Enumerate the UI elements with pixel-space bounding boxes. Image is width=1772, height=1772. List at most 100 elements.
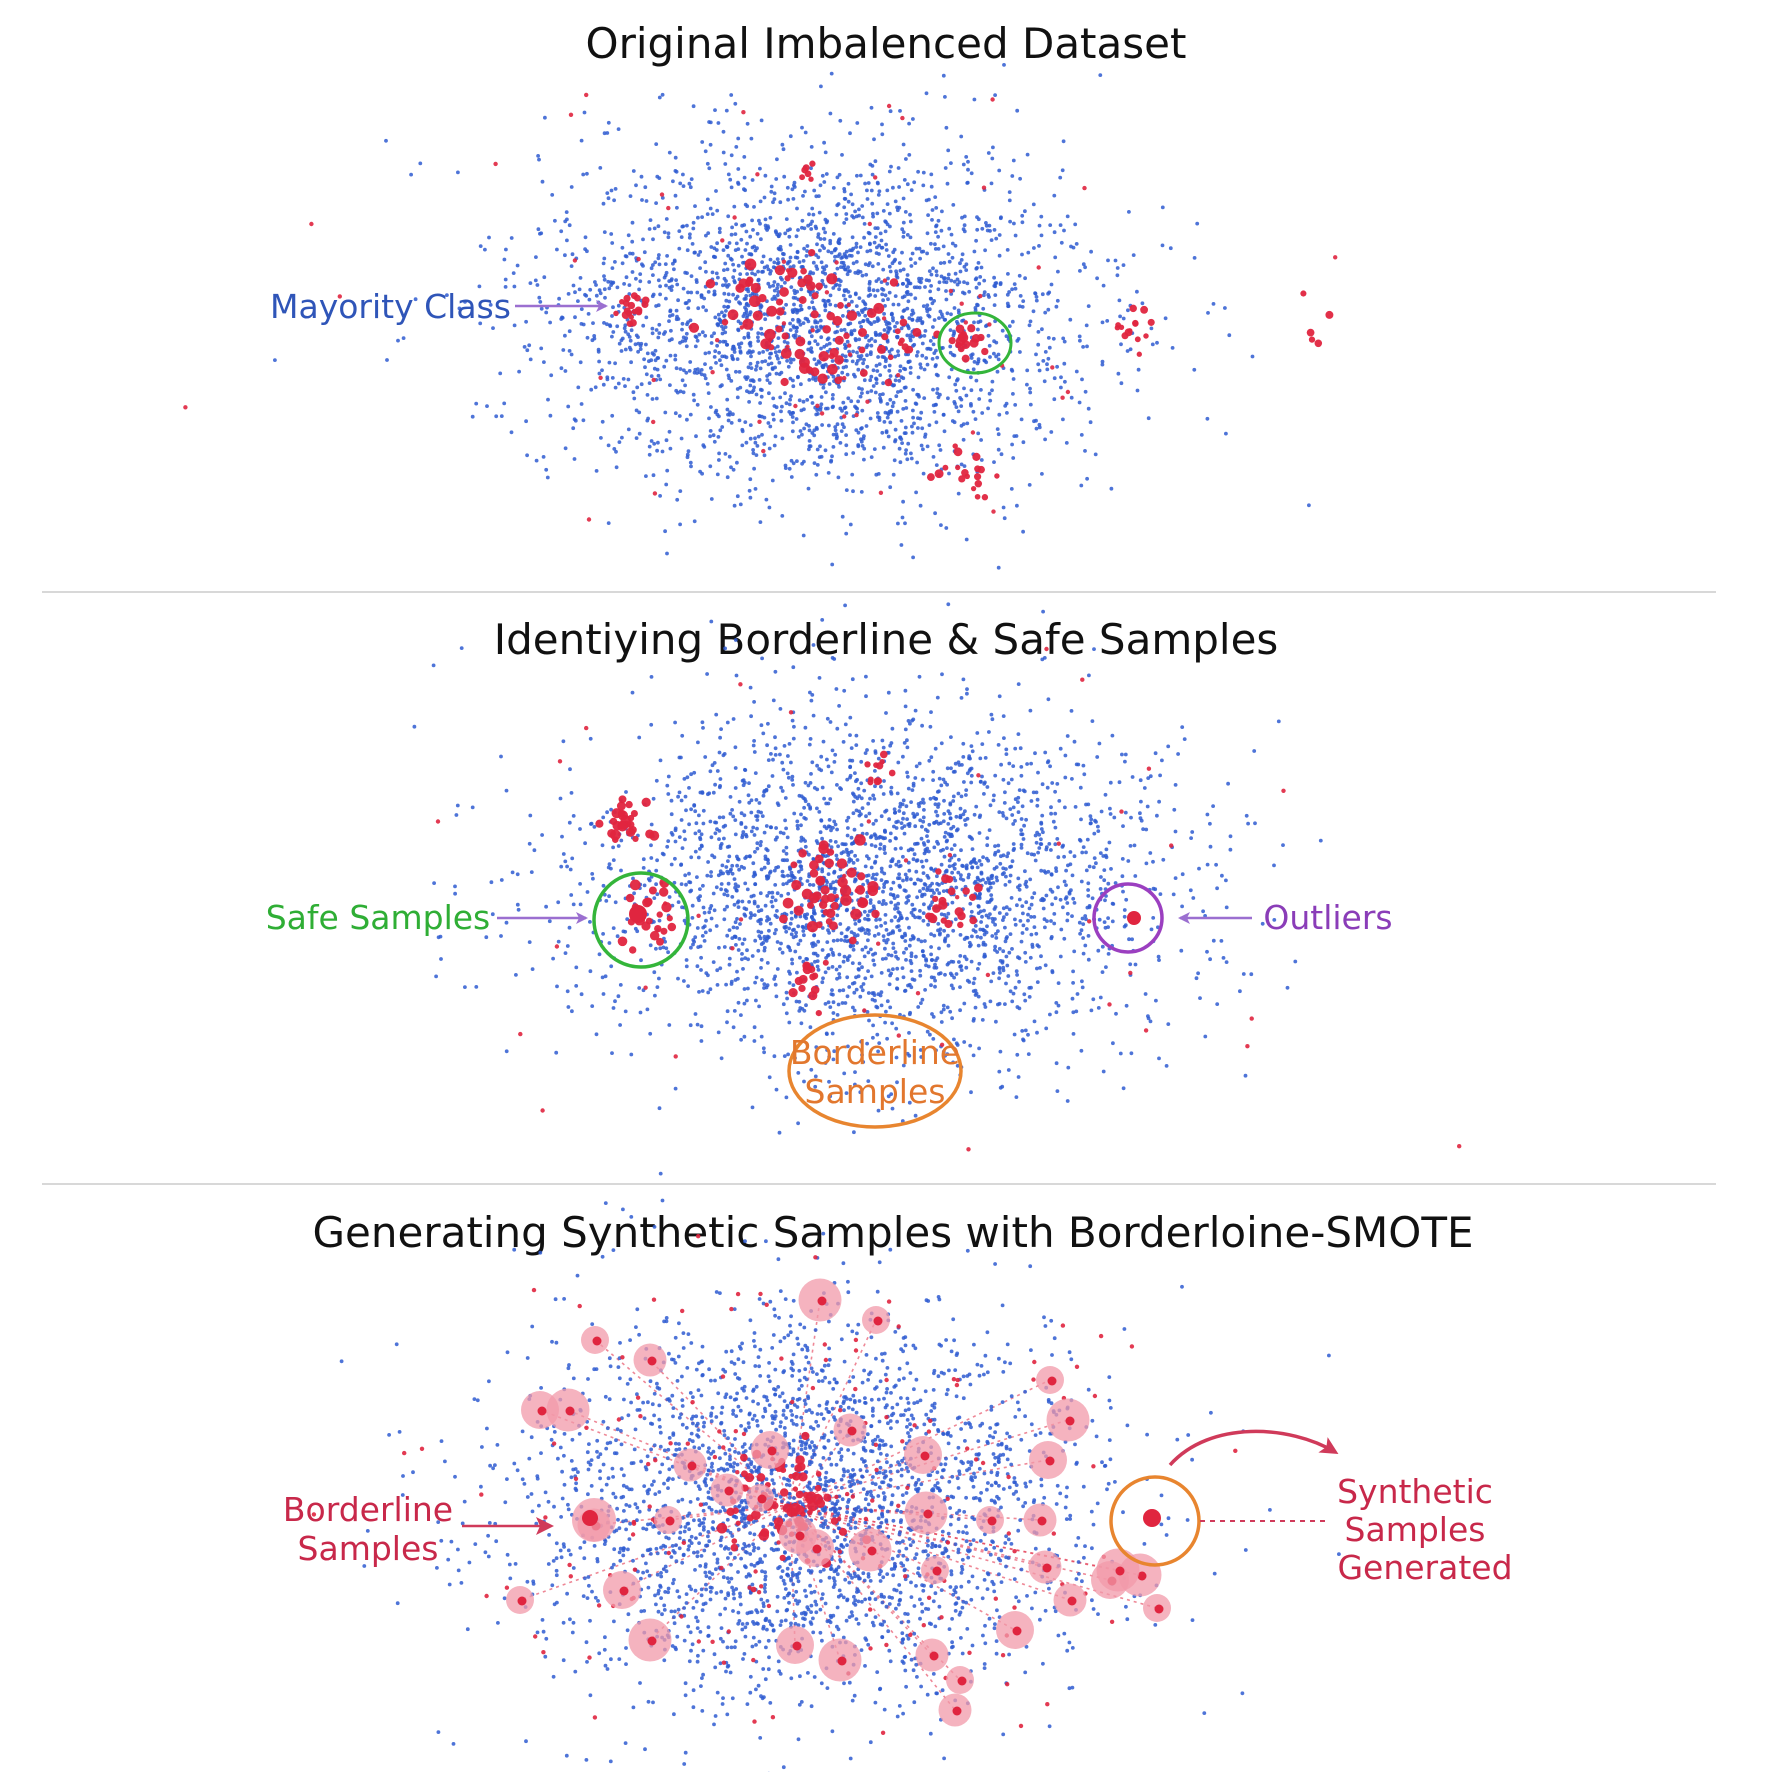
majority-point (1007, 198, 1012, 203)
majority-point (463, 300, 467, 304)
majority-point (767, 890, 772, 895)
majority-point (1006, 1068, 1011, 1072)
majority-point (627, 283, 632, 287)
majority-point (908, 721, 912, 726)
majority-point (688, 412, 693, 417)
majority-point (986, 333, 991, 338)
majority-point (791, 461, 796, 466)
majority-point (610, 266, 615, 270)
majority-point (950, 870, 954, 875)
minority-point (721, 318, 729, 326)
majority-point (785, 261, 790, 266)
majority-point (889, 785, 894, 790)
majority-point (801, 321, 806, 325)
majority-point (987, 391, 992, 396)
majority-point (805, 249, 809, 253)
majority-point (554, 1050, 559, 1055)
majority-point (628, 194, 633, 199)
majority-point (918, 818, 923, 823)
majority-point (721, 871, 725, 876)
majority-point (964, 268, 969, 272)
majority-point (561, 739, 566, 744)
majority-point (986, 406, 990, 411)
majority-point (611, 330, 616, 334)
majority-point (622, 282, 626, 286)
majority-point (794, 417, 799, 421)
majority-point (881, 792, 886, 796)
minority-point (881, 333, 889, 341)
majority-point (677, 790, 682, 795)
majority-point (1071, 896, 1076, 901)
majority-point (914, 954, 918, 959)
majority-point (610, 241, 615, 245)
majority-point (737, 937, 742, 941)
majority-point (948, 1009, 953, 1014)
majority-point (775, 344, 780, 349)
majority-point (563, 951, 568, 955)
majority-point (1026, 250, 1031, 255)
majority-point (869, 337, 874, 341)
majority-point (755, 360, 760, 365)
majority-point (921, 447, 925, 452)
majority-point (1141, 827, 1145, 831)
majority-point (698, 944, 703, 949)
majority-point (860, 408, 865, 413)
majority-point (758, 891, 763, 896)
majority-point (645, 1007, 650, 1012)
majority-point (623, 323, 628, 328)
majority-point (1208, 844, 1213, 849)
majority-point (922, 954, 926, 958)
majority-point (880, 132, 885, 137)
majority-point (675, 497, 680, 502)
majority-point (509, 430, 514, 435)
majority-point (1053, 255, 1058, 260)
majority-point (588, 287, 593, 292)
majority-point (1053, 842, 1058, 847)
majority-point (735, 969, 739, 974)
majority-point (745, 389, 749, 393)
majority-point (1029, 932, 1034, 937)
minority-point (666, 205, 671, 211)
majority-point (896, 521, 900, 526)
majority-point (769, 184, 774, 189)
majority-point (610, 413, 615, 418)
majority-point (685, 223, 689, 228)
majority-point (917, 246, 922, 251)
majority-point (788, 357, 793, 362)
majority-point (840, 153, 844, 157)
majority-point (559, 366, 564, 371)
majority-point (1083, 914, 1088, 918)
majority-point (644, 315, 649, 320)
majority-point (1194, 976, 1199, 981)
majority-point (885, 339, 890, 344)
majority-point (686, 449, 691, 454)
majority-point (821, 226, 826, 231)
majority-point (432, 881, 436, 885)
majority-point (711, 790, 716, 795)
minority-point (878, 490, 884, 495)
majority-point (970, 847, 975, 851)
majority-point (936, 805, 940, 809)
majority-point (871, 822, 876, 826)
majority-point (775, 967, 780, 971)
majority-point (717, 451, 721, 456)
majority-point (902, 294, 907, 299)
majority-point (787, 234, 792, 239)
majority-point (988, 912, 992, 916)
majority-point (910, 977, 915, 982)
minority-point (955, 341, 962, 349)
majority-point (1028, 877, 1033, 882)
majority-point (892, 247, 897, 252)
majority-point (979, 862, 984, 867)
majority-point (810, 693, 815, 697)
majority-point (882, 312, 886, 316)
majority-point (806, 347, 811, 352)
majority-point (941, 819, 946, 824)
minority-point (634, 294, 641, 302)
majority-point (822, 180, 827, 184)
majority-point (957, 311, 961, 315)
majority-point (942, 260, 947, 265)
majority-point (559, 317, 564, 321)
majority-point (830, 454, 834, 459)
majority-point (537, 157, 541, 162)
